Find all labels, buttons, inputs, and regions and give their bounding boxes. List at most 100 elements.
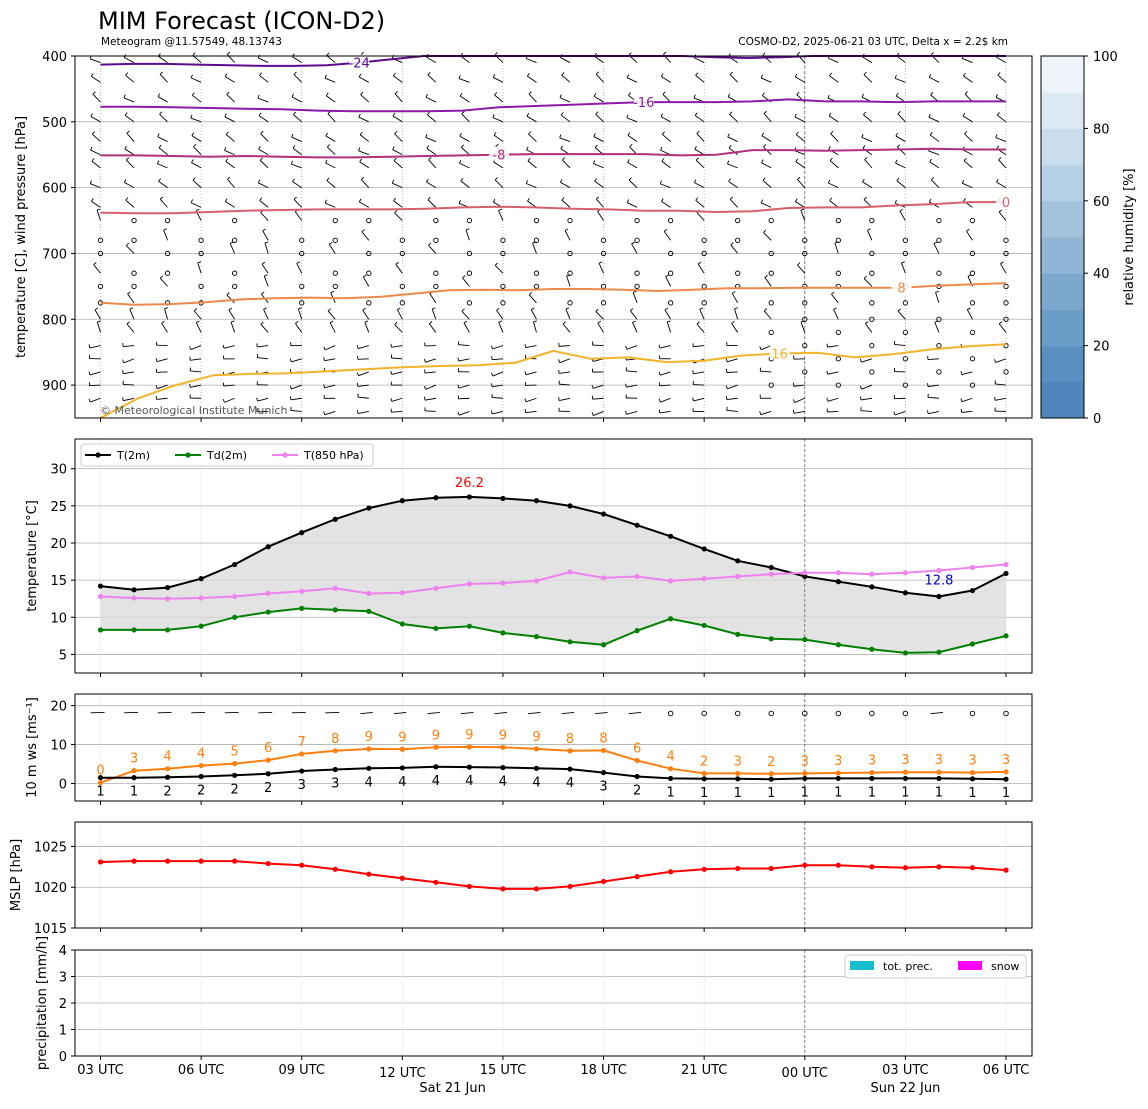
series-point	[467, 581, 472, 586]
series-point	[836, 579, 841, 584]
humidity-band	[1041, 92, 1084, 129]
series-point	[534, 746, 539, 751]
gust-label: 3	[935, 753, 943, 768]
series-point	[567, 884, 572, 889]
series-point	[936, 594, 941, 599]
y-tick-label: 20	[50, 700, 67, 715]
series-point	[433, 626, 438, 631]
gust-label: 9	[365, 730, 373, 745]
copyright-label: © Meteorological Institute Munich	[100, 404, 287, 417]
wind-barb	[727, 372, 738, 373]
gust-label: 4	[666, 750, 674, 765]
series-point	[903, 570, 908, 575]
series-point	[970, 770, 975, 775]
series-point	[433, 586, 438, 591]
series-point	[634, 874, 639, 879]
legend: T(2m)Td(2m)T(850 hPa)	[81, 444, 373, 466]
gust-label: 7	[298, 735, 306, 750]
y-tick-label: 10	[50, 611, 67, 626]
humidity-band	[1041, 128, 1084, 165]
series-point	[970, 565, 975, 570]
wind-barb-flag	[391, 344, 392, 347]
legend-label: T(850 hPa)	[303, 449, 364, 462]
series-point	[836, 770, 841, 775]
series-point	[366, 766, 371, 771]
mean-label: 1	[130, 785, 138, 800]
mean-label: 1	[834, 785, 842, 800]
y-tick-label: 1025	[34, 840, 67, 855]
series-point	[936, 770, 941, 775]
x-tick-label: 06 UTC	[983, 1063, 1029, 1078]
series-point	[232, 594, 237, 599]
series-point	[400, 621, 405, 626]
series-point	[299, 751, 304, 756]
series-point	[567, 748, 572, 753]
series-point	[500, 886, 505, 891]
mean-label: 1	[96, 785, 104, 800]
legend-swatch	[958, 961, 982, 970]
wind-barb-flag	[123, 370, 124, 373]
gust-label: 4	[197, 747, 205, 762]
series-point	[165, 775, 170, 780]
x-tick-label: 03 UTC	[882, 1063, 928, 1078]
mean-label: 3	[331, 776, 339, 791]
series-point	[266, 591, 271, 596]
series-point	[836, 570, 841, 575]
series-point	[333, 607, 338, 612]
wind-barb	[693, 385, 704, 386]
series-point	[903, 650, 908, 655]
gust-label: 3	[734, 754, 742, 769]
series-point	[199, 763, 204, 768]
series-point	[567, 766, 572, 771]
y-tick-label: 10	[50, 739, 67, 754]
y-tick-label: 0	[59, 1050, 67, 1065]
series-point	[299, 768, 304, 773]
series-point	[467, 624, 472, 629]
colorbar-tick-label: 20	[1093, 340, 1110, 355]
mean-label: 2	[231, 782, 239, 797]
wind-barb-flag	[693, 370, 694, 373]
humidity-band	[1041, 309, 1084, 346]
series-point	[98, 627, 103, 632]
series-point	[936, 776, 941, 781]
y-tick-label: 700	[42, 247, 67, 262]
series-point	[131, 595, 136, 600]
series-point	[433, 495, 438, 500]
y-tick-label: 30	[50, 463, 67, 478]
series-point	[131, 859, 136, 864]
mean-label: 4	[532, 775, 540, 790]
gust-label: 3	[901, 753, 909, 768]
series-point	[735, 558, 740, 563]
series-point	[366, 591, 371, 596]
series-point	[802, 776, 807, 781]
gust-label: 9	[532, 730, 540, 745]
y-axis-label: MSLP [hPa]	[9, 839, 24, 911]
gust-label: 8	[599, 731, 607, 746]
series-point	[936, 650, 941, 655]
x-tick-label: 09 UTC	[278, 1063, 324, 1078]
series-point	[601, 879, 606, 884]
wind-barb	[827, 411, 838, 412]
series-point	[601, 511, 606, 516]
series-point	[634, 574, 639, 579]
series-point	[601, 642, 606, 647]
legend-swatch	[850, 961, 874, 970]
legend-marker	[95, 452, 100, 457]
gust-label: 3	[834, 754, 842, 769]
series-point	[903, 776, 908, 781]
humidity-band	[1041, 237, 1084, 274]
series-point	[869, 776, 874, 781]
y-tick-label: 1	[59, 1024, 67, 1039]
series-point	[232, 761, 237, 766]
isotherm-label: 0	[1002, 196, 1010, 211]
series-point	[869, 647, 874, 652]
series-point	[970, 588, 975, 593]
gust-label: 0	[96, 764, 104, 779]
series-point	[735, 632, 740, 637]
series-point	[769, 636, 774, 641]
mean-label: 4	[398, 775, 406, 790]
mean-label: 1	[734, 786, 742, 801]
series-point	[333, 586, 338, 591]
series-point	[970, 641, 975, 646]
series-point	[567, 569, 572, 574]
